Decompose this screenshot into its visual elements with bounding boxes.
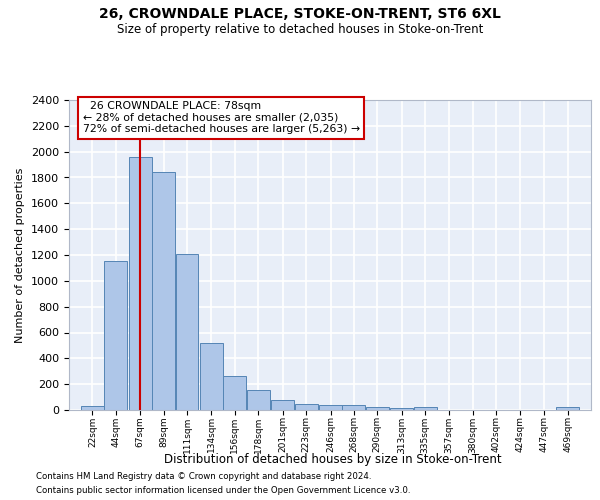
Bar — [247, 390, 269, 410]
Bar — [104, 262, 127, 410]
Text: 26, CROWNDALE PLACE, STOKE-ON-TRENT, ST6 6XL: 26, CROWNDALE PLACE, STOKE-ON-TRENT, ST6… — [99, 8, 501, 22]
Bar — [319, 405, 342, 410]
Text: 26 CROWNDALE PLACE: 78sqm
← 28% of detached houses are smaller (2,035)
72% of se: 26 CROWNDALE PLACE: 78sqm ← 28% of detac… — [83, 102, 360, 134]
Text: Contains public sector information licensed under the Open Government Licence v3: Contains public sector information licen… — [36, 486, 410, 495]
Bar — [200, 344, 223, 410]
Bar — [556, 408, 579, 410]
Bar — [223, 376, 246, 410]
Bar — [343, 405, 365, 410]
Text: Contains HM Land Registry data © Crown copyright and database right 2024.: Contains HM Land Registry data © Crown c… — [36, 472, 371, 481]
Text: Size of property relative to detached houses in Stoke-on-Trent: Size of property relative to detached ho… — [117, 22, 483, 36]
Bar — [414, 408, 437, 410]
Bar — [271, 400, 294, 410]
Text: Distribution of detached houses by size in Stoke-on-Trent: Distribution of detached houses by size … — [164, 452, 502, 466]
Bar — [391, 408, 413, 410]
Bar — [295, 404, 317, 410]
Bar — [81, 406, 104, 410]
Bar — [176, 254, 199, 410]
Bar — [366, 408, 389, 410]
Bar — [129, 157, 152, 410]
Y-axis label: Number of detached properties: Number of detached properties — [16, 168, 25, 342]
Bar — [152, 172, 175, 410]
